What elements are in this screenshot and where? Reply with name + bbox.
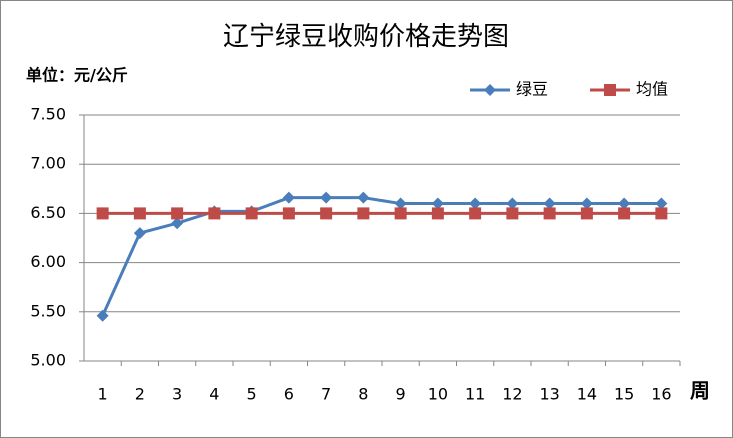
x-tick-label: 3 bbox=[172, 385, 182, 404]
x-tick-label: 2 bbox=[135, 385, 145, 404]
data-point bbox=[320, 191, 333, 204]
data-point bbox=[506, 207, 519, 220]
data-point bbox=[506, 197, 519, 210]
x-tick-label: 14 bbox=[577, 385, 597, 404]
data-point bbox=[282, 191, 295, 204]
x-tick-label: 10 bbox=[428, 385, 448, 404]
series-line bbox=[101, 196, 662, 317]
legend-marker bbox=[604, 84, 616, 96]
data-point bbox=[96, 207, 109, 220]
data-point bbox=[580, 207, 593, 220]
data-point bbox=[171, 207, 184, 220]
x-tick-label: 1 bbox=[98, 385, 108, 404]
data-point bbox=[469, 197, 482, 210]
y-tick-label: 7.00 bbox=[30, 154, 66, 173]
data-point bbox=[208, 207, 221, 220]
data-point bbox=[357, 207, 370, 220]
data-point bbox=[282, 207, 295, 220]
data-point bbox=[543, 197, 556, 210]
y-tick-label: 6.50 bbox=[30, 203, 66, 222]
x-tick-label: 5 bbox=[247, 385, 257, 404]
y-tick-label: 5.00 bbox=[30, 351, 66, 370]
x-axis-label: 周 bbox=[690, 379, 710, 403]
data-point bbox=[96, 309, 109, 322]
data-point bbox=[543, 207, 556, 220]
data-point bbox=[431, 197, 444, 210]
data-point bbox=[655, 207, 668, 220]
data-point bbox=[357, 191, 370, 204]
data-point bbox=[618, 207, 631, 220]
x-tick-label: 12 bbox=[502, 385, 522, 404]
data-point bbox=[655, 197, 668, 210]
x-tick-label: 7 bbox=[321, 385, 331, 404]
legend-label: 均值 bbox=[636, 80, 668, 99]
x-tick-label: 9 bbox=[396, 385, 406, 404]
legend-marker bbox=[484, 84, 496, 96]
data-point bbox=[133, 227, 146, 240]
y-tick-label: 6.00 bbox=[30, 252, 66, 271]
x-tick-label: 6 bbox=[284, 385, 294, 404]
data-point bbox=[171, 217, 184, 230]
y-unit-label: 单位：元/公斤 bbox=[26, 66, 128, 85]
data-point bbox=[469, 207, 482, 220]
legend-label: 绿豆 bbox=[516, 80, 548, 99]
data-point bbox=[394, 197, 407, 210]
data-point bbox=[133, 207, 146, 220]
data-point bbox=[580, 197, 593, 210]
data-point bbox=[245, 207, 258, 220]
data-point bbox=[618, 197, 631, 210]
y-tick-label: 7.50 bbox=[30, 105, 66, 124]
x-tick-label: 16 bbox=[651, 385, 671, 404]
data-point bbox=[394, 207, 407, 220]
x-tick-label: 13 bbox=[539, 385, 559, 404]
x-tick-label: 11 bbox=[465, 385, 485, 404]
x-tick-label: 8 bbox=[358, 385, 368, 404]
x-tick-label: 4 bbox=[209, 385, 219, 404]
chart-title: 辽宁绿豆收购价格走势图 bbox=[223, 22, 509, 52]
y-tick-label: 5.50 bbox=[30, 301, 66, 320]
x-tick-label: 15 bbox=[614, 385, 634, 404]
data-point bbox=[320, 207, 333, 220]
data-point bbox=[431, 207, 444, 220]
